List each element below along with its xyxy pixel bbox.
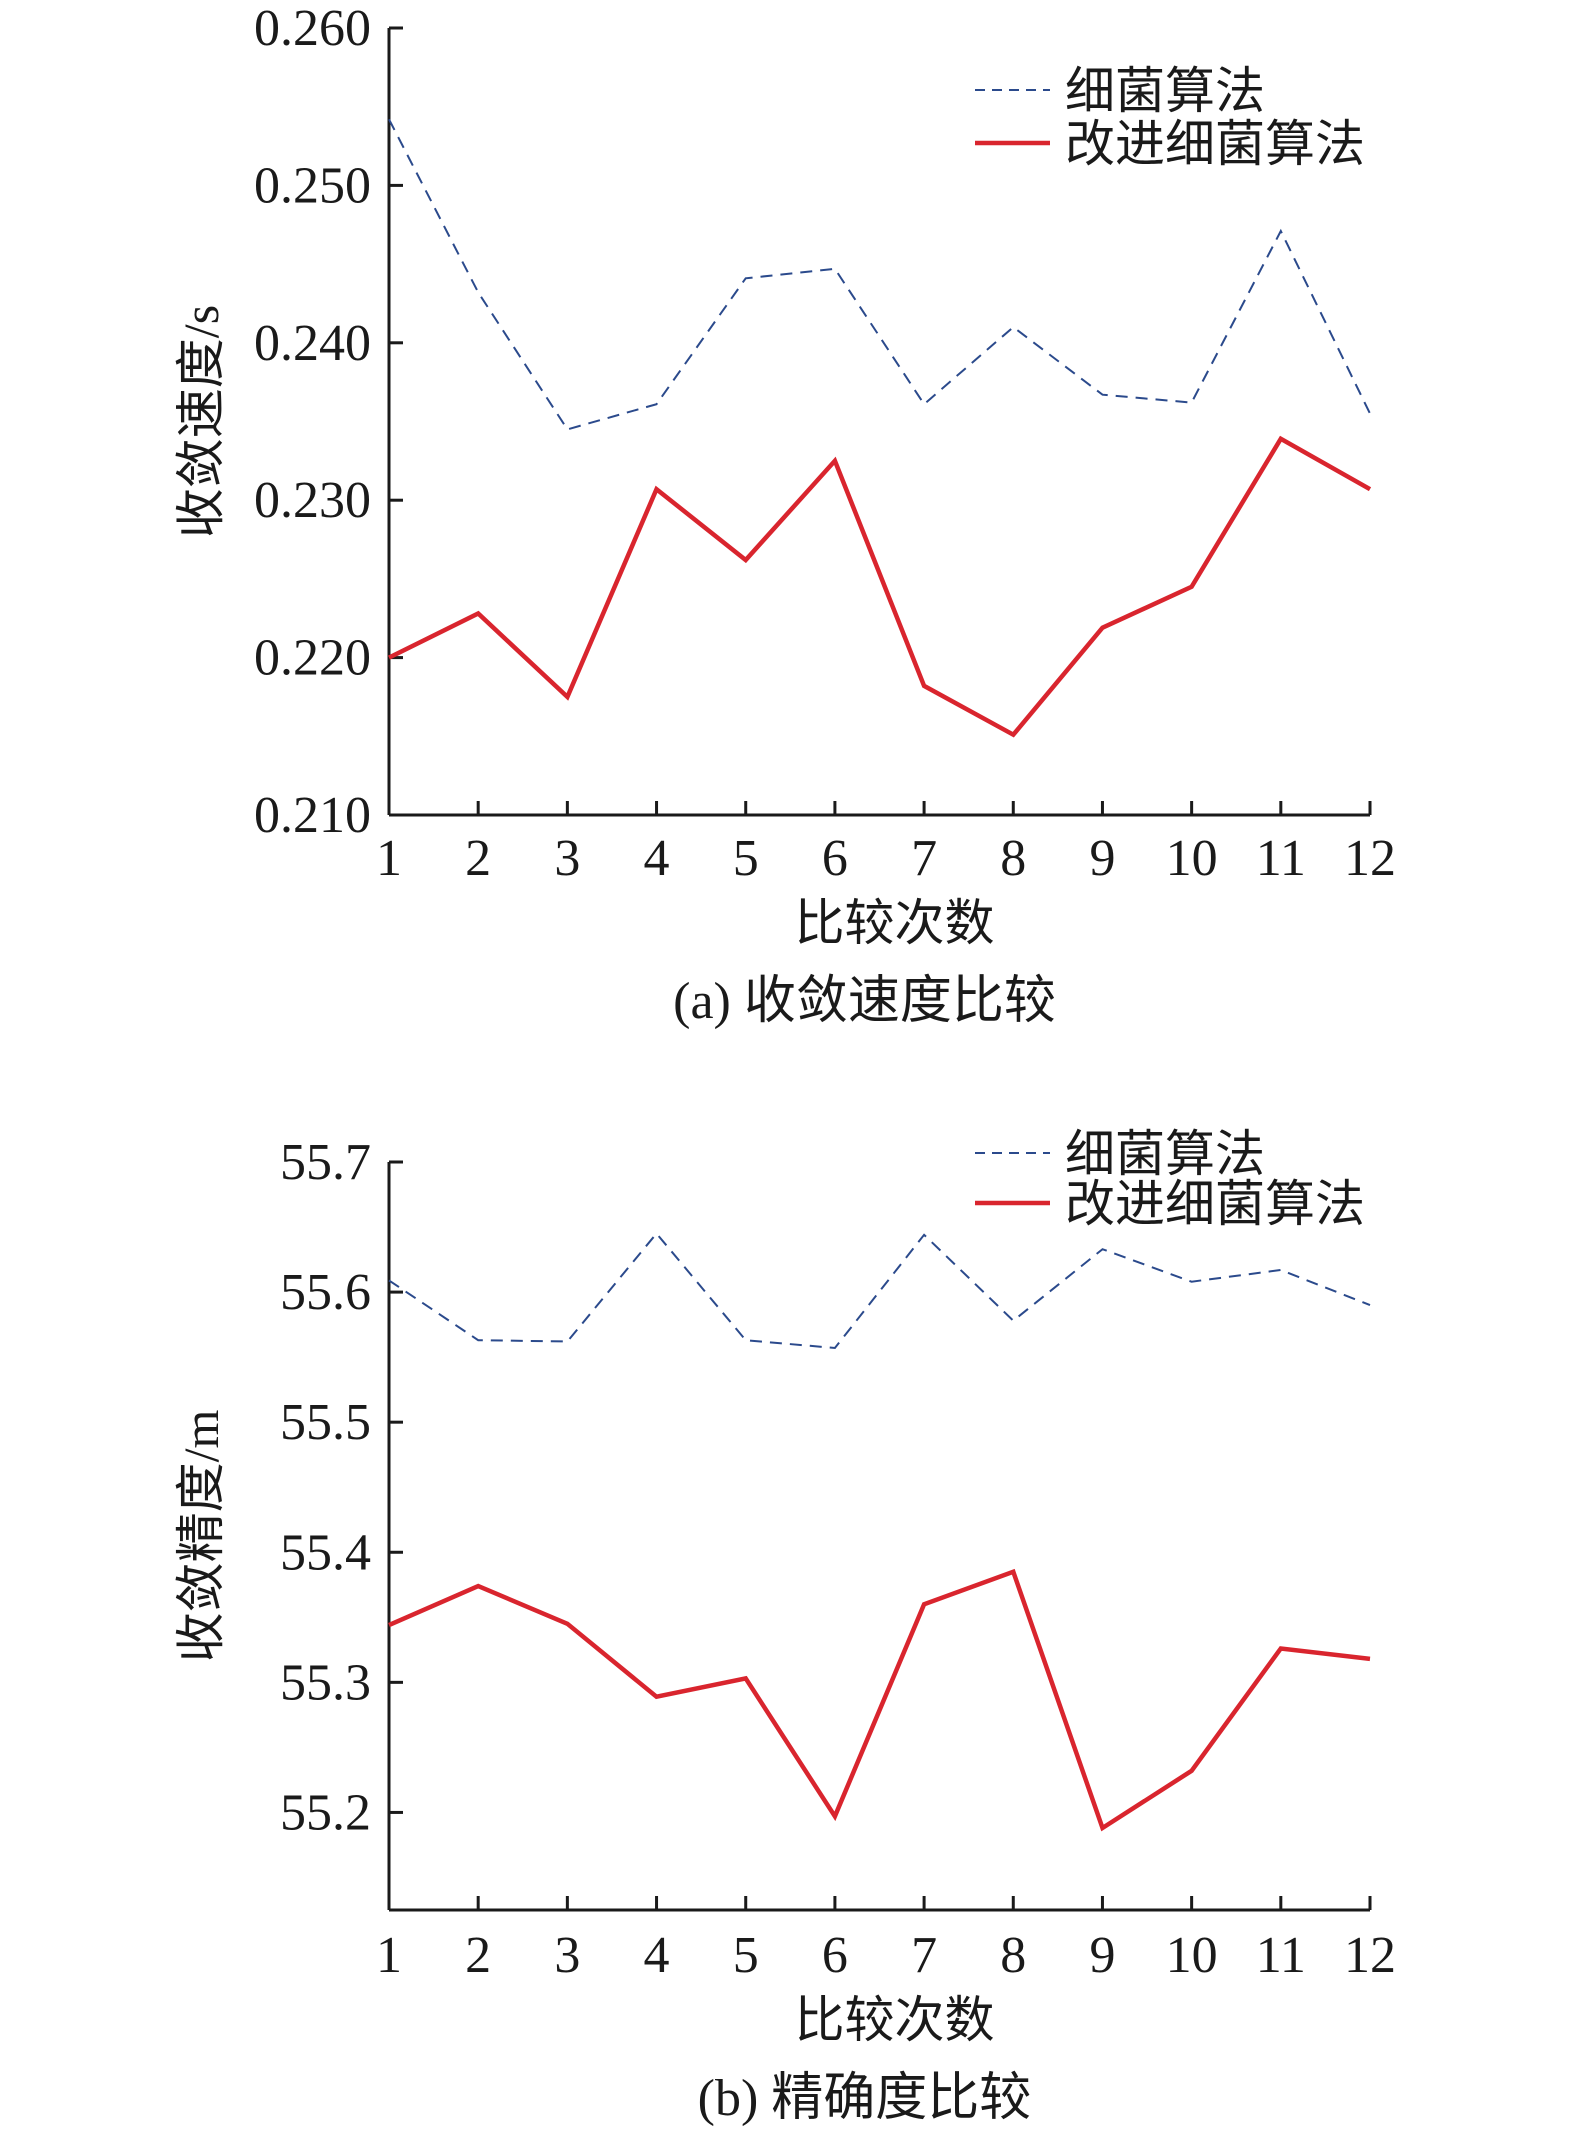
x-tick-label: 11: [1256, 1927, 1306, 1984]
x-tick-label: 12: [1344, 830, 1396, 887]
y-tick-label: 0.240: [254, 315, 371, 372]
x-tick-label: 2: [465, 830, 491, 887]
y-axis-title: 收敛速度/s: [173, 305, 229, 538]
legend-label: 改进细菌算法: [1065, 1176, 1365, 1232]
x-tick-label: 5: [733, 830, 759, 887]
legend-label: 细菌算法: [1065, 63, 1265, 119]
x-tick-label: 11: [1256, 830, 1306, 887]
x-tick-label: 8: [1000, 830, 1026, 887]
x-tick-label: 9: [1089, 830, 1115, 887]
y-tick-label: 0.250: [254, 157, 371, 214]
x-tick-label: 3: [554, 830, 580, 887]
series-line-baseline: [388, 118, 1371, 431]
x-tick-label: 10: [1166, 830, 1218, 887]
series-line-baseline: [388, 1231, 1371, 1350]
y-tick-label: 55.2: [280, 1784, 371, 1841]
y-tick-label: 0.210: [254, 787, 371, 844]
x-tick-label: 3: [554, 1927, 580, 1984]
y-tick-label: 55.4: [280, 1524, 371, 1581]
x-tick-label: 2: [465, 1927, 491, 1984]
y-tick-label: 55.6: [280, 1264, 371, 1321]
x-tick-label: 8: [1000, 1927, 1026, 1984]
x-tick-label: 12: [1344, 1927, 1396, 1984]
x-tick-label: 1: [376, 830, 402, 887]
x-tick-label: 6: [822, 830, 848, 887]
y-tick-label: 55.7: [280, 1134, 371, 1191]
series-line-improved: [388, 1568, 1371, 1832]
x-tick-label: 5: [733, 1927, 759, 1984]
x-tick-label: 7: [911, 1927, 937, 1984]
x-tick-label: 4: [644, 1927, 670, 1984]
x-axis-title: 比较次数: [795, 1992, 995, 2048]
legend-label: 改进细菌算法: [1065, 116, 1365, 172]
x-tick-label: 10: [1166, 1927, 1218, 1984]
y-tick-label: 0.230: [254, 472, 371, 529]
chart-caption: (a) 收敛速度比较: [673, 973, 1056, 1030]
chart-caption: (b) 精确度比较: [698, 2070, 1032, 2127]
chart-b: 55.755.655.555.455.355.21 2 3 4 5 6 7 8 9 10 11 12比…: [173, 1126, 1396, 2127]
legend-label: 细菌算法: [1065, 1126, 1265, 1182]
y-tick-label: 55.3: [280, 1654, 371, 1711]
y-tick-label: 0.220: [254, 630, 371, 687]
x-axis-title: 比较次数: [795, 895, 995, 951]
x-tick-label: 4: [644, 830, 670, 887]
x-tick-label: 1: [376, 1927, 402, 1984]
y-tick-label: 0.260: [254, 0, 371, 57]
x-tick-label: 7: [911, 830, 937, 887]
y-tick-label: 55.5: [280, 1394, 371, 1451]
x-tick-label: 6: [822, 1927, 848, 1984]
y-axis-title: 收敛精度/m: [173, 1410, 229, 1663]
x-tick-label: 9: [1089, 1927, 1115, 1984]
series-line-improved: [388, 435, 1372, 738]
